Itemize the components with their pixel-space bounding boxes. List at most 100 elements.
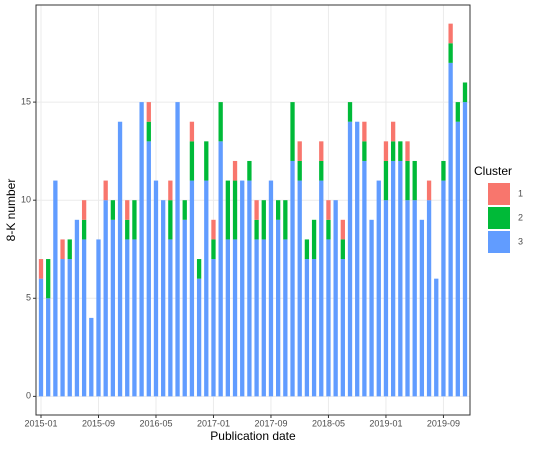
y-tick-label: 15 (21, 96, 31, 106)
bar-segment (398, 160, 403, 397)
bar-segment (276, 200, 281, 220)
bar-segment (254, 239, 259, 397)
bar-segment (448, 62, 453, 397)
bar-segment (132, 239, 137, 397)
bar-segment (240, 180, 245, 397)
bar-segment (434, 278, 439, 397)
bar-segment (204, 180, 209, 397)
bar-segment (383, 160, 389, 201)
bar-segment (311, 219, 317, 260)
bar-segment (81, 200, 87, 220)
bar-segment (254, 219, 259, 240)
bar-segment (74, 219, 80, 397)
bar-segment (283, 239, 288, 397)
bar-segment (125, 200, 130, 220)
bar-segment (247, 180, 252, 397)
bar-segment (390, 160, 396, 397)
x-tick-label: 2018-05 (312, 418, 345, 428)
bar-segment (304, 239, 310, 260)
bar-segment (67, 239, 72, 260)
legend-key (488, 231, 510, 253)
bar-segment (268, 180, 274, 397)
bar-segment (412, 200, 417, 397)
bar-segment (455, 102, 460, 122)
bar-segment (362, 121, 367, 142)
bar-segment (232, 160, 238, 181)
bar-segment (426, 180, 432, 201)
panel-border (35, 4, 471, 416)
bar-segment (225, 239, 230, 397)
bar-segment (304, 259, 310, 397)
bar-segment (168, 180, 173, 201)
bar-segment (261, 200, 266, 240)
legend-title: Cluster (474, 164, 512, 178)
bar-segment (168, 200, 173, 240)
bar-segment (441, 160, 446, 181)
bar-segment (426, 200, 432, 397)
bar-segment (196, 278, 202, 397)
legend-key (488, 207, 510, 229)
legend-key (488, 183, 510, 205)
bar-segment (46, 298, 51, 397)
bar-segment (81, 219, 87, 240)
bar-segment (376, 180, 381, 397)
bar-segment (211, 259, 216, 397)
bar-segment (455, 121, 460, 397)
bar-segment (448, 43, 453, 63)
bar-segment (182, 219, 187, 397)
bar-segment (117, 121, 123, 397)
y-tick-label: 0 (26, 391, 31, 401)
bar-segment (196, 259, 202, 279)
bar-segment (161, 200, 166, 397)
bar-segment (347, 102, 353, 122)
bar-segment (297, 160, 302, 181)
bar-segment (326, 219, 331, 240)
bar-segment (103, 180, 108, 201)
bar-segment (175, 102, 180, 397)
x-tick-label: 2019-09 (427, 418, 460, 428)
bar-segment (290, 160, 295, 397)
bar-segment (319, 180, 324, 397)
bar-segment (232, 239, 238, 397)
bar-segment (60, 259, 65, 397)
bar-segment (398, 141, 403, 161)
bar-segment (38, 278, 44, 397)
bar-segment (53, 180, 58, 397)
x-axis-label: Publication date (210, 429, 296, 443)
bar-segment (189, 121, 195, 142)
bar-segment (46, 259, 51, 299)
x-tick-label: 2015-01 (24, 418, 57, 428)
y-tick-label: 5 (26, 293, 31, 303)
bar-segment (232, 180, 238, 240)
bar-segment (347, 121, 353, 397)
bar-segment (297, 141, 302, 161)
bar-segment (146, 102, 151, 122)
bar-segment (225, 180, 230, 240)
bar-segment (290, 102, 295, 161)
y-axis-label: 8-K number (4, 179, 18, 242)
bar-segment (405, 160, 410, 201)
bar-segment (146, 141, 151, 397)
bar-segment (89, 317, 94, 397)
bar-segment (319, 160, 324, 181)
bar-segment (311, 259, 317, 397)
bar-segment (419, 219, 425, 397)
bar-segment (369, 219, 374, 397)
panel (36, 5, 470, 415)
bar-segment (218, 102, 223, 142)
x-tick-label: 2016-05 (139, 418, 172, 428)
x-tick-label: 2017-09 (254, 418, 287, 428)
bar-segment (211, 239, 216, 260)
bar-segment (168, 239, 173, 397)
bar-segment (110, 219, 116, 397)
bar-segment (448, 23, 453, 44)
bar-segment (340, 219, 345, 240)
legend-label: 3 (518, 236, 523, 246)
bar-segment (218, 141, 223, 397)
bar-segment (110, 200, 116, 220)
bar-segment (340, 239, 345, 260)
bar-segment (326, 200, 331, 220)
bar-segment (462, 82, 468, 103)
bar-segment (462, 102, 468, 397)
